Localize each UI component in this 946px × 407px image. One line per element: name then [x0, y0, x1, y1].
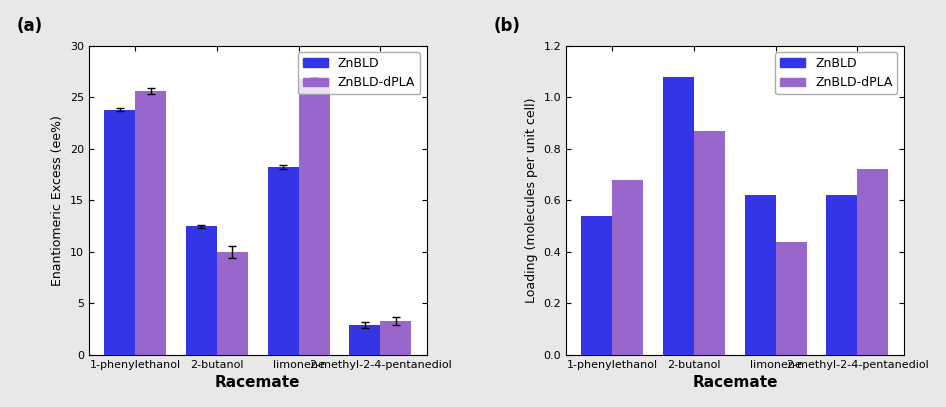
Bar [104, 109, 135, 355]
X-axis label: Racemate: Racemate [692, 375, 778, 390]
Bar [349, 325, 380, 355]
Bar [135, 91, 166, 355]
Bar [185, 226, 217, 355]
Y-axis label: Loading (molecules per unit cell): Loading (molecules per unit cell) [525, 98, 538, 303]
Bar [380, 321, 412, 355]
Text: (b): (b) [494, 17, 520, 35]
Bar [612, 180, 643, 355]
Text: (a): (a) [17, 17, 43, 35]
Legend: ZnBLD, ZnBLD-dPLA: ZnBLD, ZnBLD-dPLA [775, 52, 898, 94]
Legend: ZnBLD, ZnBLD-dPLA: ZnBLD, ZnBLD-dPLA [298, 52, 420, 94]
Bar [217, 252, 248, 355]
Bar [694, 131, 725, 355]
Bar [857, 169, 888, 355]
Bar [745, 195, 776, 355]
Bar [826, 195, 857, 355]
Bar [663, 77, 694, 355]
X-axis label: Racemate: Racemate [215, 375, 301, 390]
Bar [582, 216, 612, 355]
Bar [299, 79, 329, 355]
Y-axis label: Enantiomeric Excess (ee%): Enantiomeric Excess (ee%) [51, 115, 64, 286]
Bar [268, 167, 299, 355]
Bar [776, 242, 807, 355]
